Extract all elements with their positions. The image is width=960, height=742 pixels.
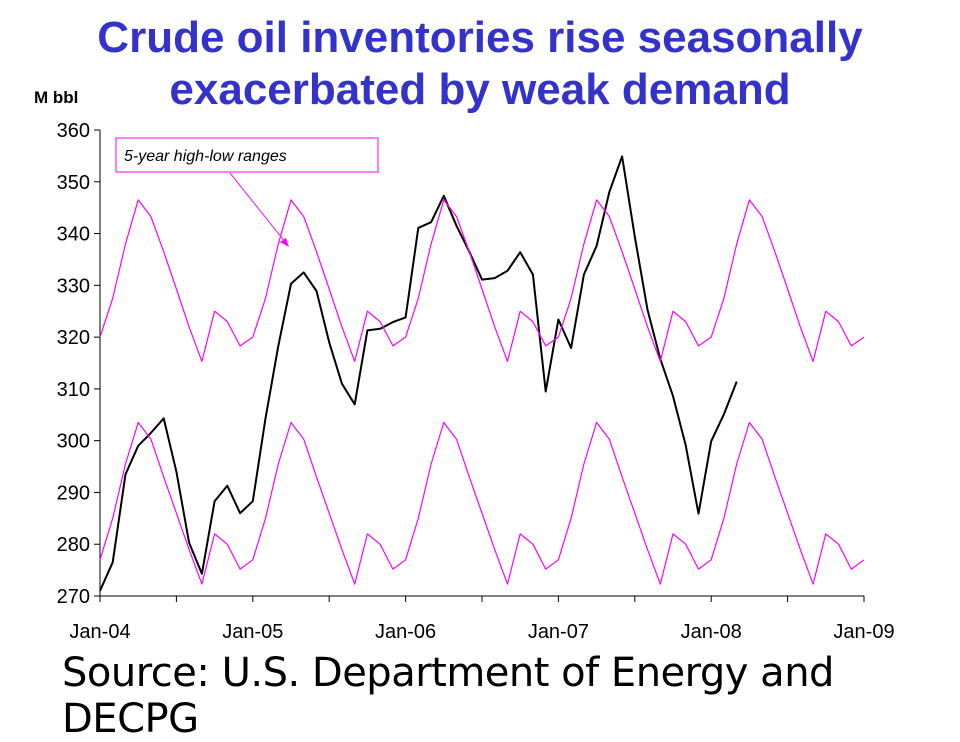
y-tick-label: 350 [57, 172, 90, 194]
callout-box [115, 137, 379, 173]
x-tick-label: Jan-07 [528, 621, 589, 643]
inventory-line-chart: 270 280 290 300 310 320 330 340 350 360 Jan-04 Jan-… [57, 120, 895, 643]
range-callout: 5-year high-low ranges [115, 137, 379, 247]
range-high-line [99, 199, 865, 362]
y-tick-label: 360 [57, 120, 90, 142]
callout-label: 5-year high-low ranges [124, 148, 287, 165]
y-tick-label: 300 [57, 431, 90, 453]
x-tick-label: Jan-04 [69, 621, 130, 643]
y-axis-unit-label: M bbl [34, 88, 79, 107]
x-tick-label: Jan-06 [375, 621, 436, 643]
chart-axes: 270 280 290 300 310 320 330 340 350 360 Jan-04 Jan-… [57, 120, 895, 643]
chart-title-line-2: exacerbated by weak demand [169, 65, 791, 114]
chart-series [99, 155, 865, 592]
x-tick-label: Jan-09 [833, 621, 894, 643]
y-tick-label: 320 [57, 327, 90, 349]
y-tick-label: 280 [57, 534, 90, 556]
range-low-line [99, 421, 865, 585]
source-note: Source: U.S. Department of Energy and DE… [62, 650, 834, 742]
y-tick-label: 310 [57, 379, 90, 401]
y-tick-label: 330 [57, 275, 90, 297]
chart-title: Crude oil inventories rise seasonally ex… [0, 12, 960, 116]
y-tick-label: 270 [57, 586, 90, 608]
x-tick-label: Jan-08 [681, 621, 742, 643]
callout-arrow-head [280, 238, 289, 247]
y-tick-label: 340 [57, 224, 90, 246]
callout-arrow-line [229, 172, 287, 244]
inventory-line [99, 155, 738, 592]
y-tick-label: 290 [57, 482, 90, 504]
chart-title-line-1: Crude oil inventories rise seasonally [97, 13, 863, 62]
x-tick-label: Jan-05 [222, 621, 283, 643]
